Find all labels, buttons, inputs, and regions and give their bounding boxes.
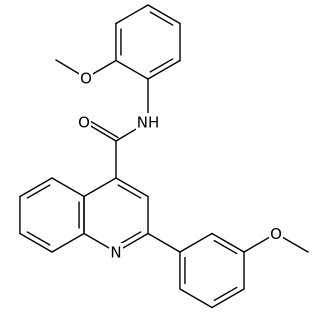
label-bg <box>109 243 123 261</box>
label-bg <box>77 113 91 131</box>
atom-label: NH <box>137 114 160 132</box>
double-bond <box>149 11 174 26</box>
double-bond <box>213 286 238 302</box>
double-bond <box>26 231 51 246</box>
label-bg <box>79 69 93 87</box>
double-bond <box>213 239 238 255</box>
double-bond <box>117 231 142 246</box>
bond <box>115 59 149 80</box>
bond <box>115 4 149 25</box>
bond <box>211 232 245 253</box>
bond <box>51 232 85 253</box>
atom-label: O <box>80 70 92 88</box>
bond <box>179 288 213 309</box>
bond <box>19 232 53 253</box>
bond <box>147 4 181 25</box>
bond <box>211 288 245 309</box>
double-bond <box>149 58 174 73</box>
bond <box>115 177 149 198</box>
atom-label: O <box>270 225 282 243</box>
double-bond <box>117 184 142 199</box>
bond <box>179 232 213 253</box>
bond <box>19 177 53 198</box>
bond <box>83 177 117 198</box>
bond <box>147 59 181 80</box>
bond <box>147 232 181 253</box>
atom-label: O <box>78 114 90 132</box>
double-bond <box>26 184 51 199</box>
label-bg <box>136 113 160 131</box>
double-bond <box>85 117 119 139</box>
label-bg <box>269 224 283 243</box>
bond <box>51 177 85 198</box>
atom-label: N <box>110 244 121 262</box>
